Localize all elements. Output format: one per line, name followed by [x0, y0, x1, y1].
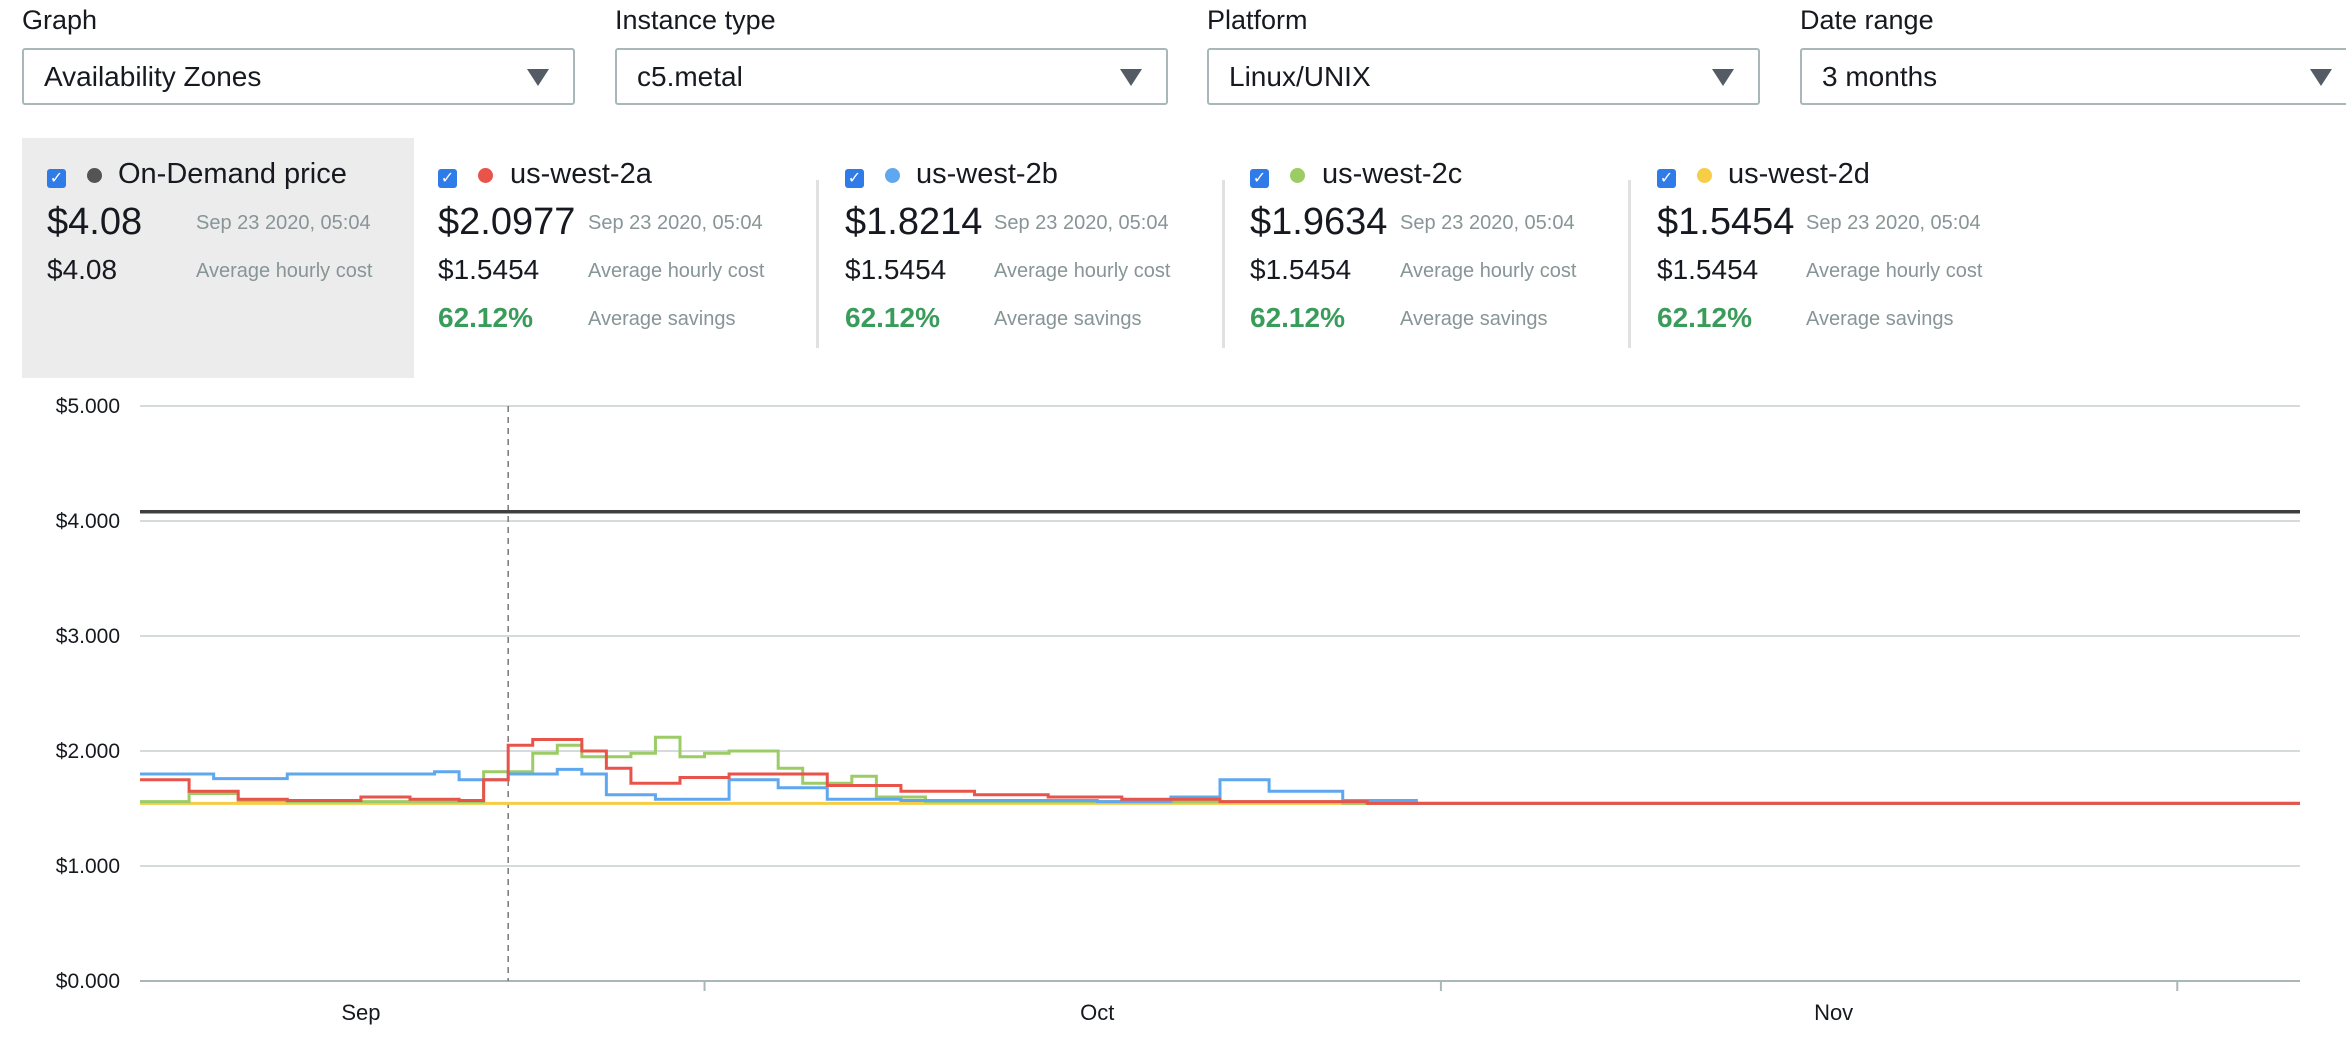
y-tick-label: $3.000	[56, 625, 120, 648]
series-line-us-west-2b	[140, 767, 2300, 805]
price-timestamp: Sep 23 2020, 05:04	[588, 212, 763, 234]
series-dot-icon	[1290, 168, 1305, 183]
average-savings: 62.12%	[1250, 302, 1345, 333]
series-dot-icon	[885, 168, 900, 183]
date-range-select-value: 3 months	[1822, 61, 1938, 92]
instance-type-select-value: c5.metal	[637, 61, 743, 92]
average-savings-label: Average savings	[994, 308, 1142, 330]
graph-filter: Graph	[22, 0, 97, 38]
series-name: us-west-2b	[916, 158, 1058, 190]
average-hourly-cost-label: Average hourly cost	[196, 260, 373, 282]
grid	[140, 405, 2300, 982]
y-tick-label: $5.000	[56, 395, 120, 418]
series-name: us-west-2a	[510, 158, 652, 190]
checkbox-us-west-2a[interactable]: ✓	[438, 169, 457, 188]
series-name: us-west-2d	[1728, 158, 1870, 190]
checkbox-on-demand[interactable]: ✓	[47, 169, 66, 188]
current-price: $1.5454	[1657, 201, 1795, 243]
checkbox-us-west-2b[interactable]: ✓	[845, 169, 864, 188]
series-name: us-west-2c	[1322, 158, 1463, 190]
y-tick-label: $4.000	[56, 510, 120, 533]
average-hourly-cost-label: Average hourly cost	[588, 260, 765, 282]
current-price: $4.08	[47, 201, 143, 243]
average-hourly-cost-label: Average hourly cost	[1400, 260, 1577, 282]
current-price: $2.0977	[438, 201, 576, 243]
average-hourly-cost: $4.08	[47, 254, 118, 285]
price-timestamp: Sep 23 2020, 05:04	[1400, 212, 1575, 234]
graph-filter-label: Graph	[22, 5, 98, 35]
y-tick-label: $2.000	[56, 740, 120, 763]
average-savings: 62.12%	[845, 302, 940, 333]
checkbox-us-west-2c[interactable]: ✓	[1250, 169, 1269, 188]
average-savings: 62.12%	[1657, 302, 1752, 333]
instance-type-filter-label: Instance type	[615, 5, 776, 35]
series-name: On-Demand price	[118, 158, 347, 190]
platform-filter: Platform	[1207, 0, 1308, 38]
average-savings-label: Average savings	[588, 308, 736, 330]
series-lines	[140, 510, 2300, 805]
current-price: $1.8214	[845, 201, 983, 243]
instance-type-filter: Instance type	[615, 0, 776, 38]
average-savings: 62.12%	[438, 302, 533, 333]
card-divider	[1222, 180, 1225, 348]
graph-select[interactable]: Availability Zones	[22, 48, 575, 105]
date-range-filter: Date range	[1800, 0, 1934, 38]
y-tick-label: $0.000	[56, 970, 120, 993]
x-axis: Sep Oct Nov	[341, 981, 2179, 1025]
series-dot-icon	[478, 168, 493, 183]
card-divider	[816, 180, 819, 348]
series-dot-icon	[1697, 168, 1712, 183]
date-range-select[interactable]: 3 months	[1800, 48, 2346, 105]
price-timestamp: Sep 23 2020, 05:04	[196, 212, 371, 234]
average-hourly-cost: $1.5454	[438, 254, 540, 285]
y-tick-label: $1.000	[56, 855, 120, 878]
average-hourly-cost: $1.5454	[845, 254, 947, 285]
caret-down-icon	[2310, 69, 2332, 86]
price-timestamp: Sep 23 2020, 05:04	[994, 212, 1169, 234]
series-dot-icon	[87, 168, 102, 183]
instance-type-select[interactable]: c5.metal	[615, 48, 1168, 105]
graph-select-value: Availability Zones	[44, 61, 262, 92]
x-tick-label: Oct	[1080, 1000, 1114, 1025]
platform-filter-label: Platform	[1207, 5, 1308, 35]
price-history-chart[interactable]: $5.000 $4.000 $3.000 $2.000 $1.000 $0.000 Sep…	[0, 390, 2346, 1056]
caret-down-icon	[1120, 69, 1142, 86]
price-timestamp: Sep 23 2020, 05:04	[1806, 212, 1981, 234]
platform-select-value: Linux/UNIX	[1229, 61, 1371, 92]
average-hourly-cost: $1.5454	[1250, 254, 1352, 285]
current-price: $1.9634	[1250, 201, 1388, 243]
caret-down-icon	[527, 69, 549, 86]
x-tick-label: Sep	[341, 1000, 380, 1025]
date-range-filter-label: Date range	[1800, 5, 1934, 35]
caret-down-icon	[1712, 69, 1734, 86]
y-axis: $5.000 $4.000 $3.000 $2.000 $1.000 $0.000	[56, 395, 120, 993]
checkbox-us-west-2d[interactable]: ✓	[1657, 169, 1676, 188]
average-savings-label: Average savings	[1806, 308, 1954, 330]
x-tick-label: Nov	[1814, 1000, 1853, 1025]
card-divider	[1628, 180, 1631, 348]
average-hourly-cost: $1.5454	[1657, 254, 1759, 285]
average-hourly-cost-label: Average hourly cost	[1806, 260, 1983, 282]
series-line-us-west-2a	[140, 738, 2300, 805]
average-hourly-cost-label: Average hourly cost	[994, 260, 1171, 282]
average-savings-label: Average savings	[1400, 308, 1548, 330]
platform-select[interactable]: Linux/UNIX	[1207, 48, 1760, 105]
